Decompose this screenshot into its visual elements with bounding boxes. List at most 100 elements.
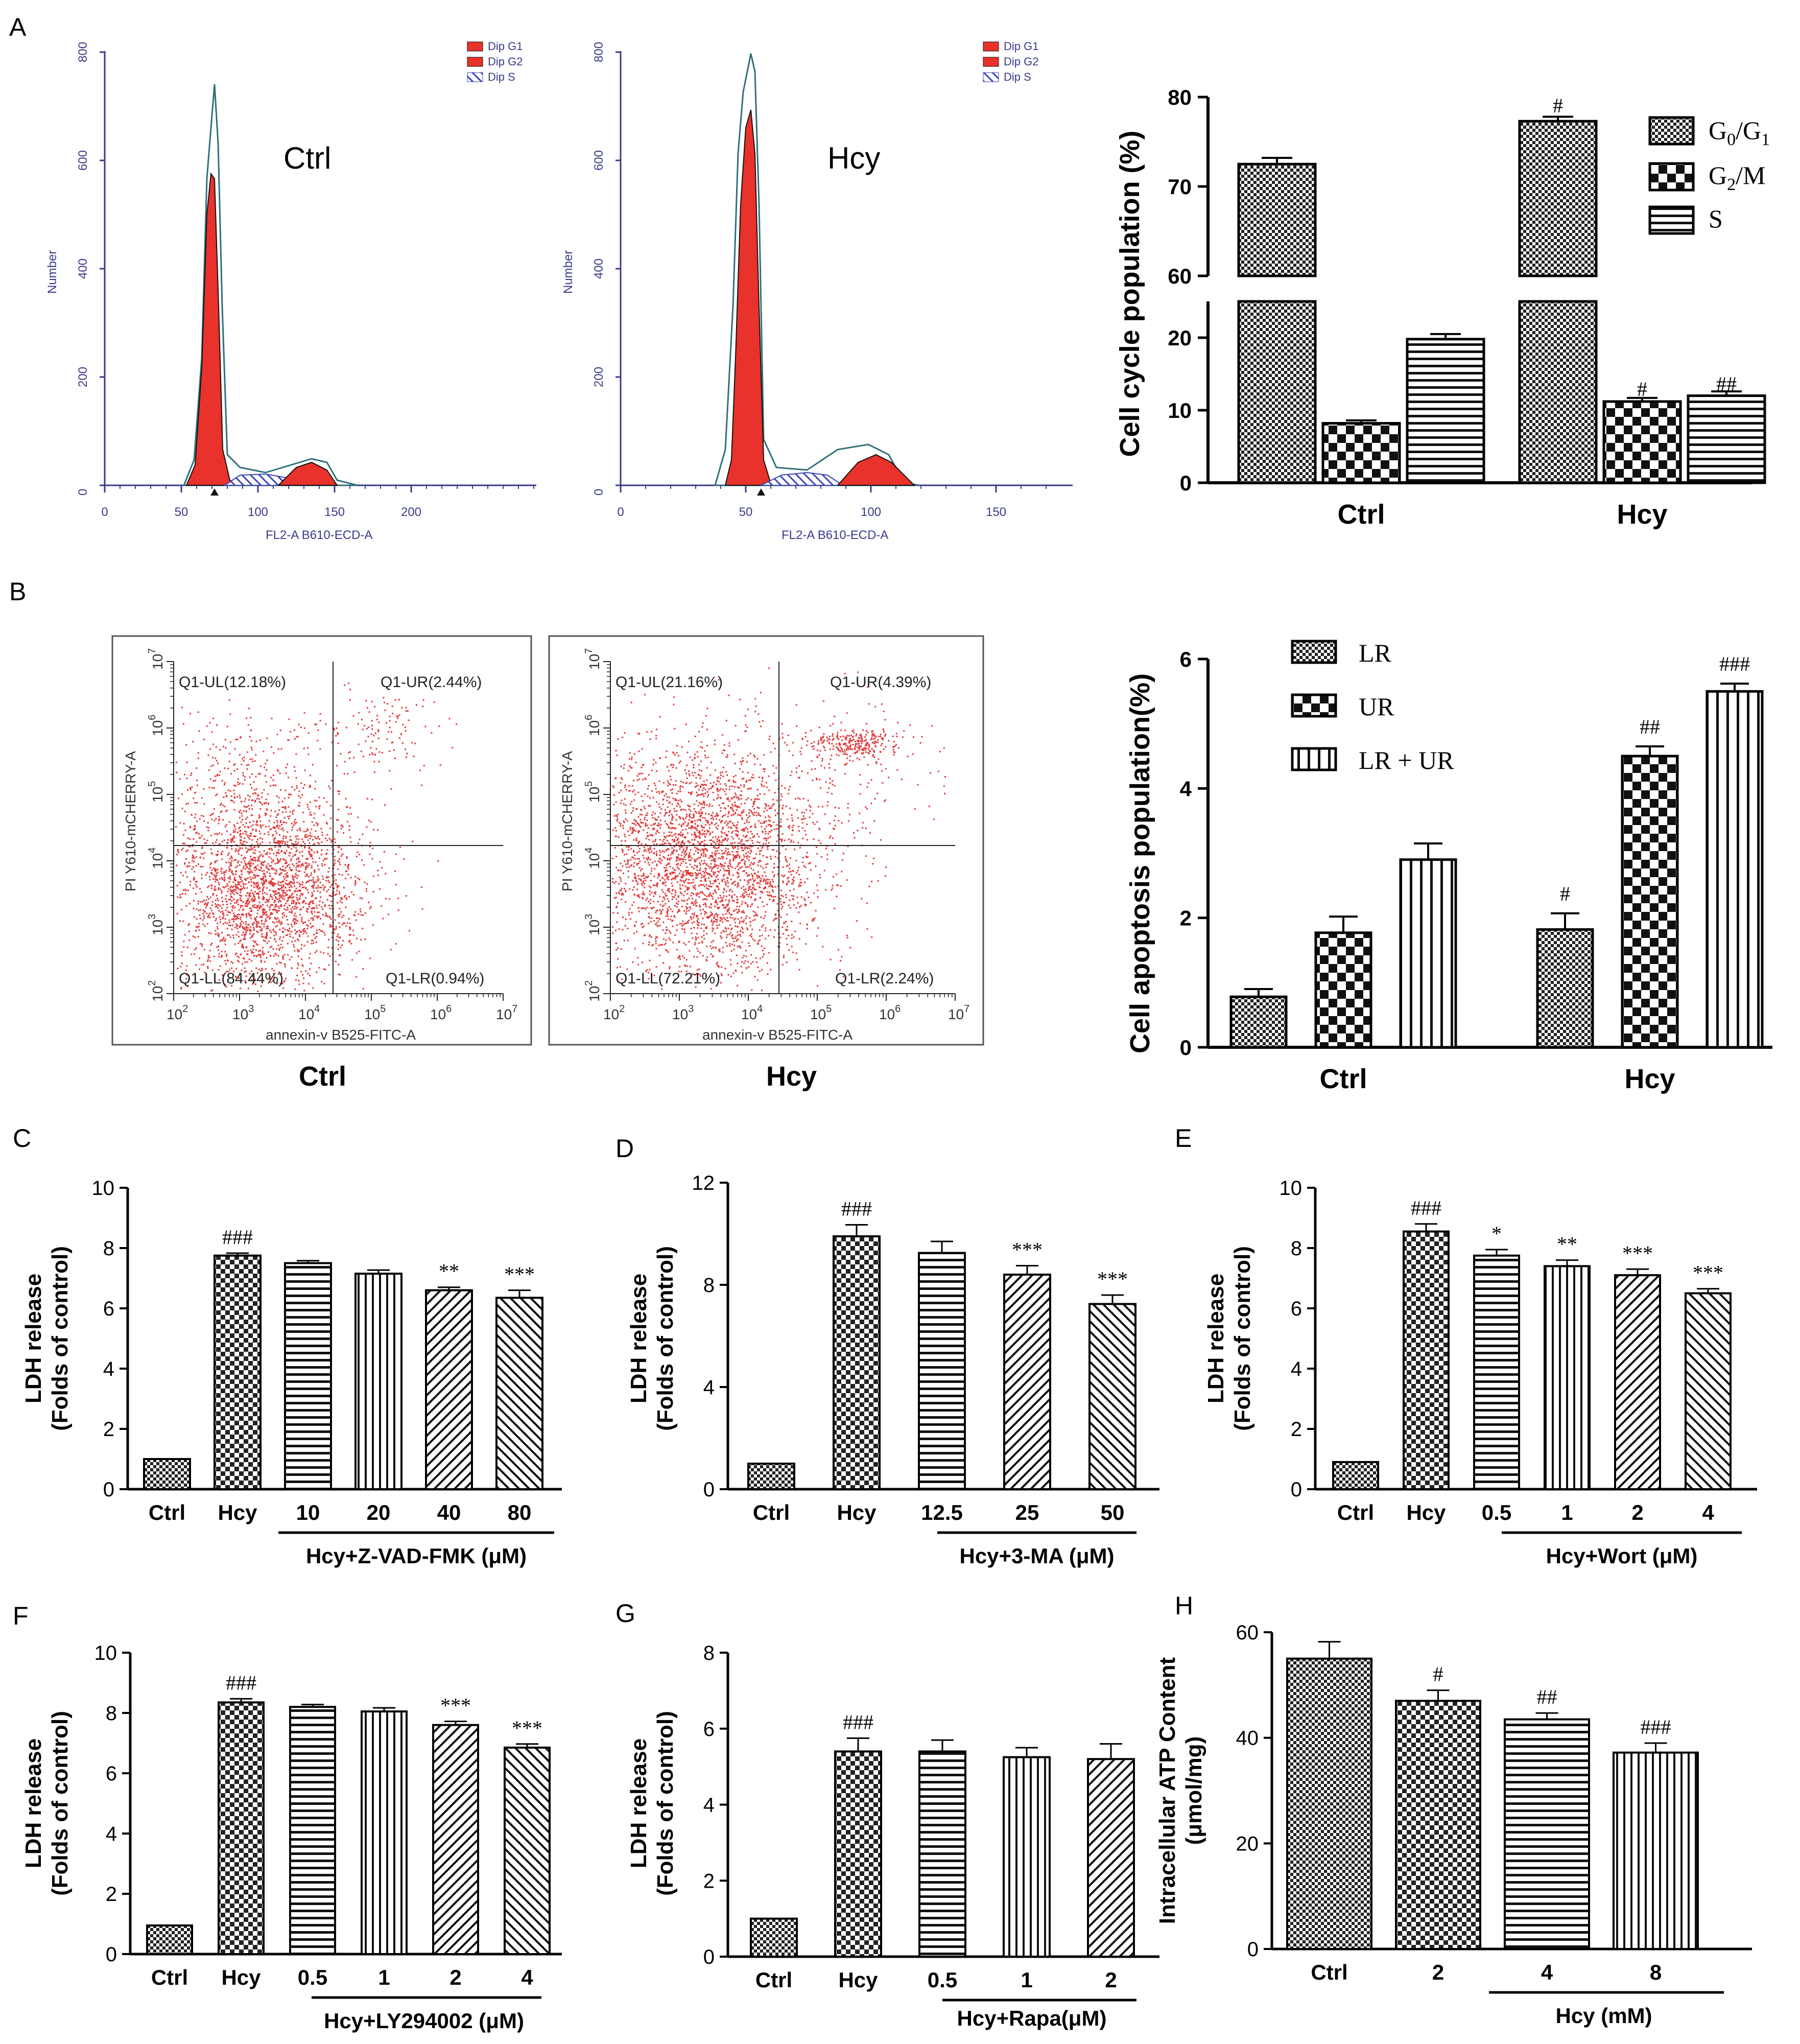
scatter-dot [730, 932, 731, 934]
scatter-dot [617, 902, 619, 904]
scatter-dot [673, 849, 675, 851]
scatter-dot [177, 850, 179, 852]
scatter-dot [735, 969, 737, 971]
scatter-dot [716, 838, 718, 840]
scatter-dot [715, 879, 717, 881]
scatter-dot [198, 925, 200, 927]
scatter-dot [772, 765, 774, 767]
scatter-dot [648, 922, 650, 924]
scatter-dot [739, 806, 741, 808]
scatter-dot [740, 917, 742, 919]
scatter-dot [233, 916, 235, 918]
scatter-dot [259, 808, 262, 810]
scatter-dot [650, 907, 652, 909]
scatter-dot [248, 871, 250, 873]
scatter-dot [249, 896, 251, 897]
scatter-dot [181, 707, 183, 709]
scatter-dot [617, 947, 619, 949]
scatter-dot [275, 869, 277, 871]
scatter-dot [234, 831, 236, 833]
scatter-dot [318, 967, 320, 969]
scatter-dot [287, 844, 289, 845]
hist-label-hcy: Hcy [827, 141, 880, 175]
scatter-dot [297, 875, 299, 877]
scatter-dot [716, 963, 718, 965]
scatter-dot [731, 846, 733, 848]
scatter-dot [247, 899, 249, 901]
scatter-dot [676, 856, 678, 858]
scatter-dot [693, 853, 695, 855]
scatter-dot [725, 834, 727, 836]
scatter-dot [288, 864, 290, 866]
scatter-dot [725, 771, 727, 773]
scatter-dot [252, 852, 254, 854]
scatter-dot [371, 752, 373, 754]
scatter-dot [239, 826, 241, 828]
scatter-dot [641, 868, 643, 870]
scatter-dot [263, 896, 264, 898]
scatter-dot [680, 880, 682, 882]
scatter-dot [739, 905, 741, 907]
scatter-dot [241, 871, 243, 873]
scatter-dot [626, 846, 628, 848]
scatter-dot [650, 936, 652, 938]
scatter-dot [732, 822, 733, 824]
scatter-dot [683, 856, 685, 858]
scatter-dot [646, 858, 648, 860]
scatter-dot [358, 951, 360, 952]
scatter-dot [263, 850, 265, 852]
scatter-dot [263, 861, 265, 863]
scatter-dot [791, 883, 793, 885]
scatter-dot [704, 878, 706, 879]
scatter-dot [720, 973, 722, 975]
scatter-dot [793, 904, 795, 906]
scatter-dot [633, 850, 635, 852]
scatter-dot [256, 886, 258, 888]
scatter-dot [644, 883, 646, 884]
scatter-dot [670, 932, 672, 934]
scatter-dot [305, 830, 307, 832]
scatter-dot [409, 930, 410, 932]
scatter-dot [253, 899, 254, 901]
scatter-dot [318, 838, 320, 840]
scatter-dot [239, 894, 241, 896]
scatter-dot [676, 802, 678, 804]
scatter-dot [630, 918, 632, 920]
scatter-dot [701, 826, 703, 828]
scatter-dot [319, 720, 321, 722]
scatter-dot [290, 793, 292, 795]
scatter-dot [641, 843, 643, 845]
scatter-dot [290, 908, 292, 910]
scatter-dot [266, 937, 268, 939]
scatter-dot [254, 866, 256, 868]
scatter-dot [695, 899, 697, 901]
scatter-dot [748, 942, 750, 944]
scatter-dot [716, 984, 718, 986]
scatter-dot [176, 771, 178, 773]
scatter-dot [249, 864, 251, 866]
scatter-dot [692, 821, 694, 823]
scatter-dot [368, 819, 370, 821]
scatter-dot [194, 802, 196, 804]
scatter-dot [760, 850, 762, 852]
scatter-dot [706, 830, 708, 831]
scatter-dot [690, 782, 692, 784]
scatter-dot [305, 882, 307, 884]
scatter-dot [322, 923, 324, 925]
scatter-dot [694, 886, 696, 888]
scatter-dot [278, 849, 279, 851]
scatter-dot [716, 818, 718, 820]
scatter-dot [297, 920, 299, 922]
scatter-dot [216, 839, 218, 841]
scatter-dot [611, 926, 613, 928]
scatter-dot [292, 936, 294, 938]
scatter-dot [282, 892, 285, 894]
scatter-dot [708, 916, 710, 918]
scatter-dot [214, 819, 216, 821]
scatter-dot [770, 751, 772, 753]
scatter-dot [281, 889, 283, 891]
scatter-dot [284, 797, 286, 800]
scatter-dot [698, 885, 700, 887]
scatter-dot [239, 925, 241, 927]
scatter-dot [439, 764, 441, 766]
